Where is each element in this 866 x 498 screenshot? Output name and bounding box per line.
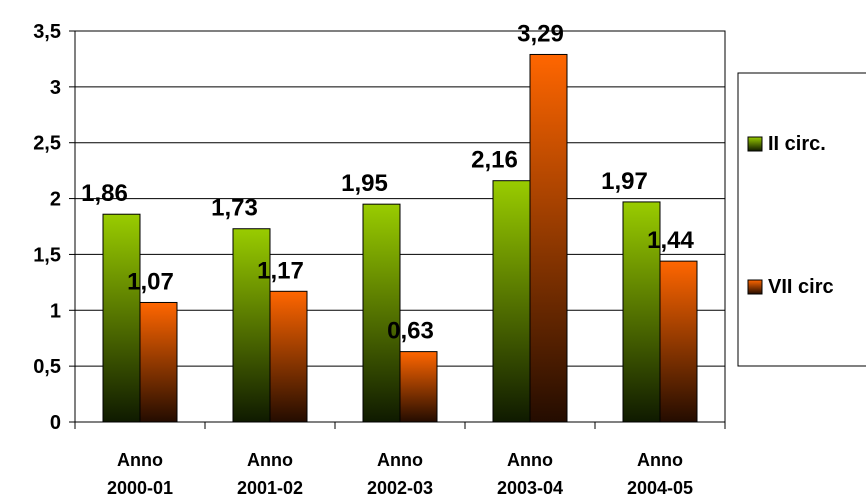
x-tick-label: Anno <box>507 450 553 470</box>
x-tick-label: 2004-05 <box>627 478 693 498</box>
x-tick-label: Anno <box>247 450 293 470</box>
bar-ii-circ <box>362 203 401 423</box>
data-label: 1,73 <box>211 195 258 222</box>
bar-ii-circ <box>232 228 271 423</box>
data-label: 1,17 <box>257 257 304 284</box>
axes <box>69 30 726 429</box>
bar-vii-circ <box>529 53 568 423</box>
x-tick-label: 2000-01 <box>107 478 173 498</box>
y-tick-label: 3 <box>50 77 61 99</box>
legend-box <box>737 72 866 367</box>
bars <box>102 53 698 423</box>
bar-vii-circ <box>659 260 698 423</box>
x-tick-label: 2002-03 <box>367 478 433 498</box>
data-label: 0,63 <box>387 318 434 345</box>
x-tick-label: Anno <box>377 450 423 470</box>
legend: II circ. VII circ <box>737 72 866 367</box>
bar-vii-circ <box>399 351 438 423</box>
data-label: 1,97 <box>601 168 648 195</box>
x-tick-label: Anno <box>117 450 163 470</box>
data-label: 2,16 <box>471 147 518 174</box>
bar-ii-circ <box>492 180 531 423</box>
legend-label: VII circ <box>768 276 834 298</box>
y-tick-label: 0 <box>50 412 61 434</box>
y-tick-label: 1 <box>50 300 61 322</box>
legend-swatch <box>747 136 763 152</box>
bar-vii-circ <box>139 301 178 423</box>
bar-vii-circ <box>269 290 308 423</box>
y-tick-label: 1,5 <box>33 244 61 266</box>
x-tick-label: 2001-02 <box>237 478 303 498</box>
y-tick-label: 2,5 <box>33 133 61 155</box>
x-tick-label: 2003-04 <box>497 478 563 498</box>
y-tick-label: 3,5 <box>33 21 61 43</box>
y-tick-label: 2 <box>50 189 61 211</box>
data-label: 1,95 <box>341 170 388 197</box>
legend-label: II circ. <box>768 133 826 155</box>
legend-swatch <box>747 279 763 295</box>
gridlines <box>75 30 725 367</box>
y-tick-label: 0,5 <box>33 356 61 378</box>
data-label: 1,07 <box>127 268 174 295</box>
data-label: 1,86 <box>81 180 128 207</box>
x-tick-label: Anno <box>637 450 683 470</box>
x-tick-labels: Anno 2000-01 Anno 2001-02 Anno 2002-03 Anno 200… <box>107 450 693 498</box>
data-label: 1,44 <box>647 227 694 254</box>
bar-ii-circ <box>102 213 141 423</box>
data-labels: 1,86 1,07 1,73 1,17 1,95 0,63 2,16 3,29 1,97 1,44 <box>81 20 694 344</box>
y-tick-labels: 0 0,5 1 1,5 2 2,5 3 3,5 <box>33 21 61 434</box>
data-label: 3,29 <box>517 20 564 47</box>
